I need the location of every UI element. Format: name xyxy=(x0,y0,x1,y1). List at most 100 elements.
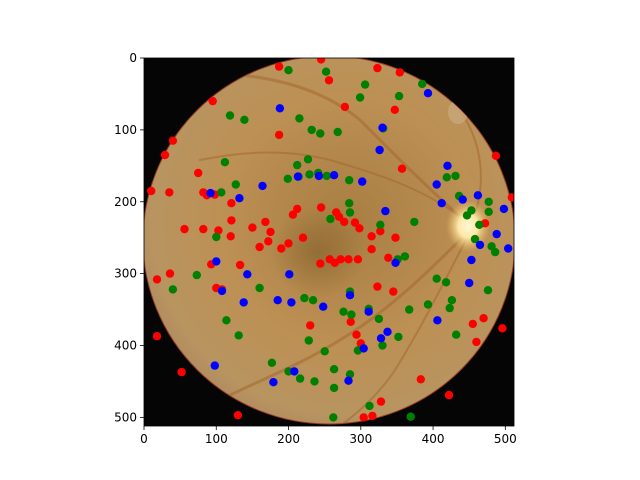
point-series-0-60 xyxy=(306,321,315,330)
point-series-2-24 xyxy=(212,257,221,266)
y-tick-label-3: 300 xyxy=(114,267,137,281)
point-series-0-17 xyxy=(227,199,236,208)
point-series-0-70 xyxy=(177,367,186,377)
point-series-1-73 xyxy=(483,286,493,295)
point-series-1-71 xyxy=(445,303,454,313)
y-tick-label-2: 200 xyxy=(114,195,137,209)
point-series-2-40 xyxy=(344,376,353,385)
point-series-0-27 xyxy=(277,244,286,253)
point-series-0-41 xyxy=(391,233,400,242)
point-series-1-67 xyxy=(423,300,433,309)
point-series-1-75 xyxy=(329,413,338,422)
point-series-0-6 xyxy=(274,130,284,140)
point-series-0-2 xyxy=(373,63,382,73)
point-series-1-2 xyxy=(360,80,370,89)
point-series-0-3 xyxy=(395,68,404,77)
point-series-2-37 xyxy=(210,361,219,370)
x-tick-label-2: 200 xyxy=(277,432,300,446)
point-series-1-11 xyxy=(333,127,342,137)
point-series-1-39 xyxy=(491,247,500,257)
y-tick-label-5: 500 xyxy=(114,410,137,424)
x-tick-label-4: 400 xyxy=(422,432,445,446)
point-series-0-67 xyxy=(359,413,368,422)
point-series-1-49 xyxy=(310,377,319,386)
point-series-0-28 xyxy=(284,239,293,248)
point-series-0-1 xyxy=(316,58,326,64)
x-axis: 0 100 200 300 400 500 xyxy=(140,426,517,446)
point-series-0-31 xyxy=(298,233,308,242)
point-series-2-20 xyxy=(314,171,324,181)
point-series-0-64 xyxy=(373,282,382,291)
point-series-1-36 xyxy=(484,207,493,216)
point-series-0-32 xyxy=(316,203,326,212)
point-series-0-42 xyxy=(384,253,393,262)
point-series-1-3 xyxy=(394,91,404,101)
point-series-2-12 xyxy=(467,255,476,265)
point-series-0-61 xyxy=(346,317,355,326)
axes-frame xyxy=(143,57,515,427)
point-series-0-24 xyxy=(266,227,275,237)
point-series-2-16 xyxy=(206,188,215,198)
point-series-1-35 xyxy=(475,220,484,229)
point-series-2-0 xyxy=(275,104,285,113)
point-series-1-54 xyxy=(329,365,339,374)
point-series-0-65 xyxy=(389,287,398,296)
point-series-1-10 xyxy=(316,129,325,138)
point-series-0-22 xyxy=(248,223,257,232)
point-series-2-23 xyxy=(381,206,390,216)
point-series-1-6 xyxy=(225,111,235,120)
point-series-0-57 xyxy=(344,255,353,264)
point-series-0-74 xyxy=(468,319,477,329)
point-series-2-18 xyxy=(258,181,267,191)
point-series-2-38 xyxy=(269,378,278,387)
y-tick-label-1: 100 xyxy=(114,123,137,137)
point-series-1-34 xyxy=(467,206,476,215)
point-series-2-11 xyxy=(504,244,513,253)
point-series-1-30 xyxy=(442,173,451,182)
point-series-0-58 xyxy=(353,255,363,264)
point-series-2-39 xyxy=(290,367,299,376)
point-series-0-40 xyxy=(376,227,385,236)
point-series-0-8 xyxy=(390,105,399,115)
point-series-0-26 xyxy=(255,242,264,252)
point-series-0-35 xyxy=(340,217,349,227)
point-series-2-14 xyxy=(433,316,442,325)
point-series-2-2 xyxy=(378,123,387,132)
point-series-1-62 xyxy=(374,314,384,324)
point-series-0-21 xyxy=(226,232,235,241)
point-series-0-0 xyxy=(274,62,284,71)
point-series-0-53 xyxy=(235,260,245,270)
point-series-1-42 xyxy=(168,285,178,294)
point-series-2-19 xyxy=(293,172,303,181)
point-series-0-69 xyxy=(152,332,162,341)
point-series-1-65 xyxy=(400,252,410,261)
point-series-2-32 xyxy=(345,291,355,300)
point-series-0-25 xyxy=(264,237,273,246)
point-series-1-44 xyxy=(234,331,243,340)
point-series-1-70 xyxy=(447,296,457,305)
point-series-1-25 xyxy=(283,174,292,183)
point-series-0-76 xyxy=(479,314,488,323)
point-series-2-10 xyxy=(499,204,509,214)
x-tick-label-3: 300 xyxy=(349,432,372,446)
point-series-2-29 xyxy=(273,296,282,305)
point-series-2-33 xyxy=(364,307,373,316)
point-series-2-5 xyxy=(432,180,441,189)
point-series-0-46 xyxy=(507,193,514,202)
point-series-1-8 xyxy=(295,114,304,123)
scatter-points xyxy=(147,58,514,422)
point-series-1-18 xyxy=(303,155,313,164)
point-series-1-69 xyxy=(441,278,451,287)
point-series-0-7 xyxy=(340,102,350,112)
point-series-2-6 xyxy=(437,199,446,208)
point-series-0-13 xyxy=(194,168,203,178)
point-series-2-17 xyxy=(235,194,244,203)
point-series-2-41 xyxy=(359,344,368,353)
point-series-1-56 xyxy=(345,370,355,379)
plot-area xyxy=(143,57,515,427)
point-series-0-62 xyxy=(352,330,361,339)
point-series-1-63 xyxy=(378,341,387,350)
point-series-2-3 xyxy=(423,89,433,98)
point-series-0-23 xyxy=(261,217,270,227)
point-series-1-72 xyxy=(452,330,461,339)
